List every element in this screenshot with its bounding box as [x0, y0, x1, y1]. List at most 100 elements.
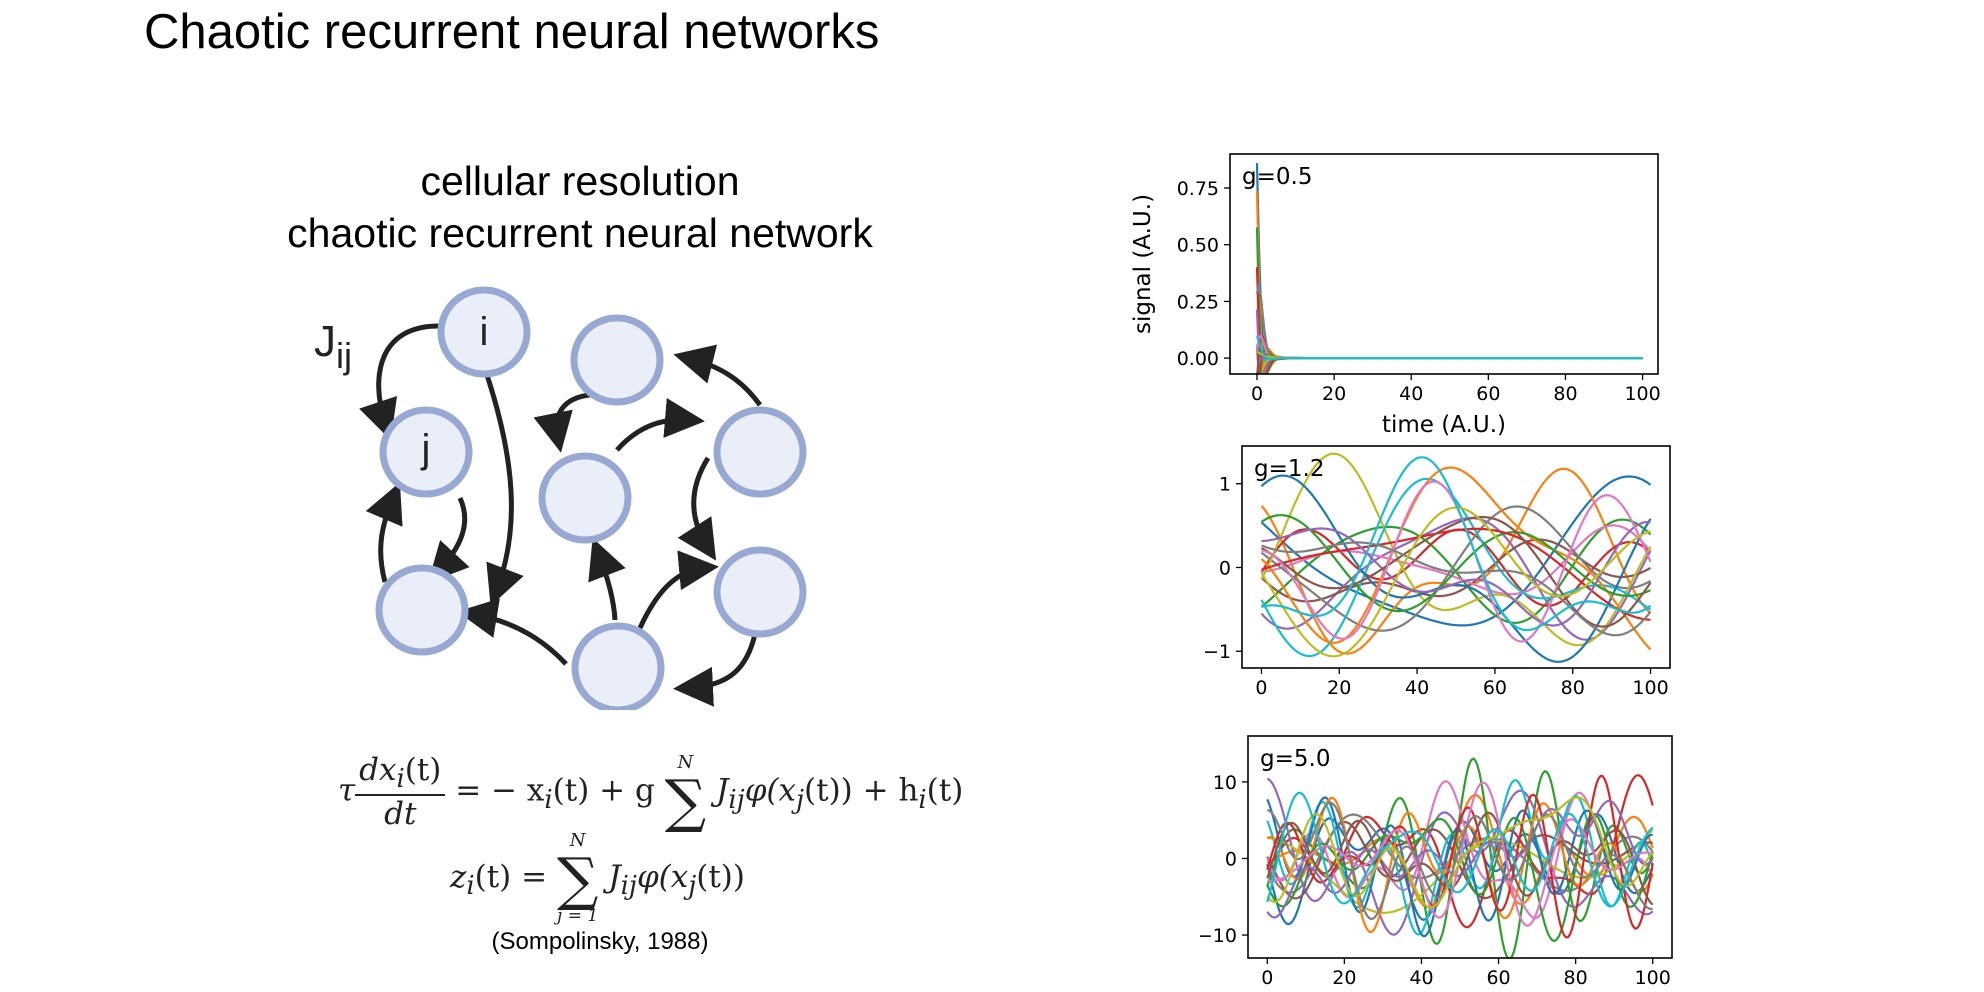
series-line [1259, 357, 1643, 374]
x-tick-label: 0 [1261, 967, 1273, 989]
series-line [1267, 781, 1654, 927]
x-tick-label: 60 [1483, 677, 1507, 699]
y-tick-label: −1 [1203, 641, 1231, 663]
x-tick-label: 60 [1486, 967, 1510, 989]
arrow-b-to-bl [457, 598, 568, 666]
series-line [1255, 267, 1643, 374]
arrow-bl-to-j [365, 482, 403, 583]
series-line [1255, 282, 1643, 361]
axes-frame [1229, 153, 1659, 375]
node-bottom [571, 622, 665, 710]
x-tick-label: 20 [1327, 677, 1351, 699]
y-tick-label: 0.25 [1177, 291, 1219, 313]
series-line [1261, 521, 1651, 627]
series-line [1260, 505, 1652, 632]
x-axis-label: time (A.U.) [1382, 412, 1506, 438]
x-tick-label: 60 [1476, 383, 1500, 405]
series-line [1255, 356, 1643, 374]
x-tick-label: 20 [1322, 383, 1346, 405]
series-line [1255, 334, 1643, 360]
series-line [1260, 466, 1652, 651]
axes-frame [1241, 445, 1671, 669]
series-line [1255, 190, 1643, 374]
series-line [1256, 333, 1643, 374]
x-tick-label: 0 [1255, 677, 1267, 699]
series-line [1255, 346, 1643, 374]
g-annotation: g=5.0 [1260, 746, 1330, 772]
series-line [1266, 796, 1654, 909]
node-mid-center [538, 452, 632, 544]
diagram-heading-line1: cellular resolution [420, 158, 740, 204]
chart-g-0-5: 0 20 40 60 80 100 0.00 0.25 0.50 0.75 g=0.5 time (A… [1130, 153, 1661, 438]
diagram-heading-line2: chaotic recurrent neural network [287, 210, 873, 256]
g-annotation: g=1.2 [1254, 456, 1324, 482]
node-top-center [570, 314, 664, 406]
series-line [1267, 801, 1653, 921]
equation-readout: zi(t) = N ∑ j = 1 Jijφ(xj(t)) [450, 830, 745, 926]
arrow-mc-to-ru [615, 398, 705, 452]
node-label-j: j [421, 427, 431, 471]
x-tick-label: 40 [1399, 383, 1423, 405]
node-label-i: i [480, 310, 489, 354]
series-line [1261, 456, 1652, 632]
x-tick-label: 40 [1409, 967, 1433, 989]
g-annotation: g=0.5 [1242, 164, 1312, 190]
x-tick-label: 80 [1564, 967, 1588, 989]
x-tick-label: 20 [1332, 967, 1356, 989]
node-right-lower [713, 546, 807, 638]
x-tick-label: 80 [1553, 383, 1577, 405]
y-tick-label: 0 [1225, 848, 1237, 870]
plot-area [1255, 163, 1643, 374]
network-diagram: i j Jij [314, 286, 807, 710]
series-line [1255, 163, 1643, 369]
arrow-i-to-j [359, 323, 443, 441]
node-right-upper [713, 406, 807, 498]
series-line [1261, 541, 1652, 637]
series-line [1260, 506, 1651, 658]
y-tick-label: 0.50 [1177, 235, 1219, 257]
series-line [1255, 227, 1643, 374]
series-line [1266, 774, 1654, 939]
y-tick-label: −10 [1200, 925, 1237, 947]
node-i [437, 286, 531, 378]
x-tick-label: 80 [1561, 677, 1585, 699]
node-j [379, 406, 473, 498]
derivative-fraction: dxi(t) dt [355, 752, 446, 832]
weight-label: Jij [314, 317, 352, 376]
plot-area [1260, 452, 1652, 663]
equation-dynamics: τ dxi(t) dt = − xi(t) + g N ∑ Jijφ(xj(t)) +… [338, 752, 964, 836]
slide-title: Chaotic recurrent neural networks [144, 5, 880, 59]
chart-g-5-0: 0 20 40 60 80 100 −10 0 10 g=5.0 [1200, 735, 1673, 989]
series-line [1266, 757, 1654, 958]
series-line [1255, 343, 1643, 360]
x-tick-label: 0 [1251, 383, 1263, 405]
series-line [1260, 538, 1652, 603]
series-line [1255, 335, 1643, 361]
y-tick-label: 0 [1219, 557, 1231, 579]
y-tick-label: 0.75 [1177, 178, 1219, 200]
x-tick-label: 40 [1405, 677, 1429, 699]
arrow-i-to-bl [481, 365, 524, 606]
series-line [1260, 475, 1652, 627]
y-axis-label: signal (A.U.) [1130, 194, 1156, 334]
arrow-rl-to-b [673, 629, 759, 707]
y-tick-label: 0.00 [1177, 348, 1219, 370]
arrow-ru-to-tc [673, 344, 763, 407]
arrow-b-to-rl [637, 550, 719, 630]
x-tick-label: 100 [1635, 967, 1671, 989]
arrow-ru-to-rl [677, 456, 717, 561]
series-line [1256, 355, 1643, 374]
y-tick-label: 10 [1213, 772, 1237, 794]
sum-symbol-2: N ∑ j = 1 [556, 830, 599, 926]
series-line [1266, 791, 1654, 908]
arrow-j-to-bl [427, 496, 470, 584]
x-tick-label: 100 [1632, 677, 1668, 699]
arrow-b-to-mc [588, 537, 626, 621]
plot-area [1266, 757, 1654, 958]
y-tick-label: 1 [1219, 474, 1231, 496]
series-line [1255, 309, 1643, 374]
chart-g-1-2: 0 20 40 60 80 100 −1 0 1 g=1.2 [1203, 445, 1671, 699]
axes-frame [1247, 735, 1673, 959]
series-line [1260, 474, 1652, 663]
node-bottom-left [375, 564, 469, 656]
